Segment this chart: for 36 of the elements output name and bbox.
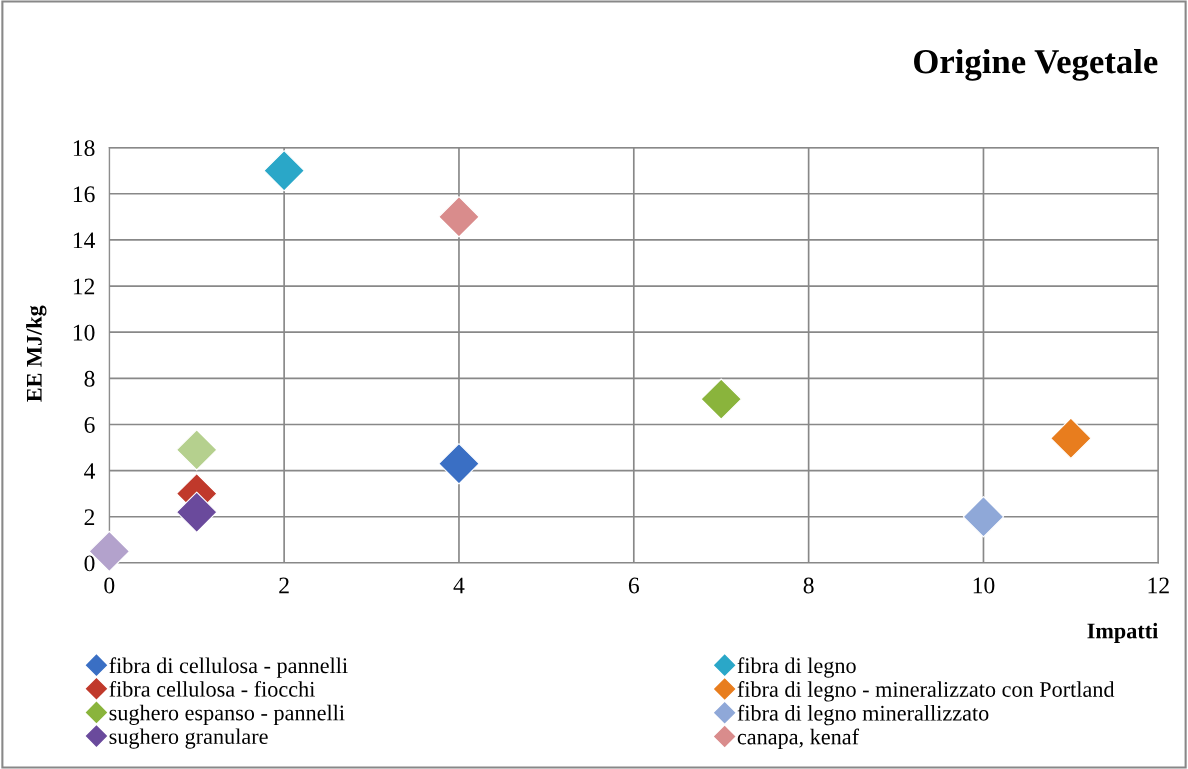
legend-label: canapa, kenaf (737, 728, 860, 749)
x-tick-label: 8 (803, 577, 814, 594)
point (176, 491, 218, 533)
y-tick-label: 16 (73, 186, 95, 203)
y-tick-label: 6 (84, 417, 95, 433)
x-tick-label: 4 (453, 577, 465, 594)
y-tick-label: 8 (84, 370, 95, 387)
x-tick-label: 6 (628, 577, 639, 594)
y-tick-label: 18 (73, 140, 95, 157)
legend-label: fibra cellulosa - fiocchi (109, 680, 315, 697)
legend-label: fibra di legno (737, 657, 856, 678)
chart-title: Origine Vegetale (914, 48, 1158, 81)
x-axis-title: Impatti (1087, 622, 1158, 643)
x-tick-label: 12 (1148, 577, 1169, 594)
legend-label: fibra di cellulosa - pannelli (109, 657, 348, 678)
legend-label: sughero granulare (109, 728, 268, 749)
y-tick-label: 12 (73, 278, 95, 295)
point (263, 150, 305, 192)
y-tick-label: 10 (73, 324, 95, 341)
point (438, 443, 480, 485)
point (700, 378, 742, 420)
legend-label: fibra di legno - mineralizzato con Portland (737, 681, 1115, 702)
x-tick-label: 10 (973, 577, 995, 594)
point (176, 429, 218, 471)
point (438, 196, 480, 238)
y-tick-label: 0 (84, 555, 95, 572)
x-tick-label: 0 (104, 577, 115, 594)
y-tick-label: 14 (73, 232, 96, 249)
y-tick-label: 2 (84, 509, 95, 525)
legend-label: fibra di legno minerallizzato (737, 704, 989, 726)
legend-label: sughero espanso - pannelli (109, 704, 345, 725)
x-tick-label: 2 (279, 577, 289, 594)
point (962, 496, 1005, 538)
point (1050, 417, 1092, 460)
y-axis-title: EE MJ/kg (26, 305, 47, 402)
y-tick-label: 4 (84, 463, 96, 479)
